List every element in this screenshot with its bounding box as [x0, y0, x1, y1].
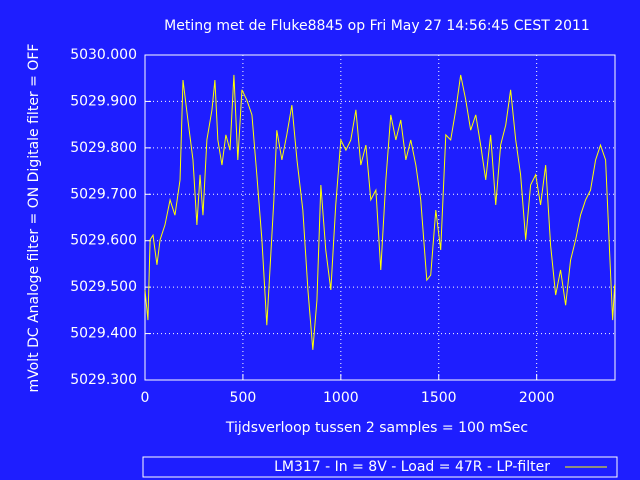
y-tick-label: 5029.700: [70, 186, 137, 202]
data-line: [144, 74, 616, 350]
legend-box: [142, 456, 618, 478]
y-tick-label: 5029.500: [70, 279, 137, 295]
x-tick-label: 500: [230, 390, 257, 406]
x-tick-label: 0: [141, 390, 150, 406]
y-tick-label: 5029.400: [70, 326, 137, 342]
y-tick-label: 5029.800: [70, 140, 137, 156]
x-tick-label: 2000: [519, 390, 555, 406]
y-tick-label: 5029.300: [70, 372, 137, 388]
chart-title: Meting met de Fluke8845 op Fri May 27 14…: [164, 18, 590, 34]
y-tick-label: 5030.000: [70, 47, 137, 63]
x-tick-label: 1500: [421, 390, 457, 406]
x-tick-label: 1000: [323, 390, 359, 406]
y-axis-label: mVolt DC Analoge filter = ON Digitale fi…: [26, 44, 42, 393]
plot-border: [144, 54, 616, 381]
y-tick-label: 5029.600: [70, 233, 137, 249]
x-axis-label: Tijdsverloop tussen 2 samples = 100 mSec: [225, 420, 528, 436]
y-tick-label: 5029.900: [70, 93, 137, 109]
legend-label: LM317 - In = 8V - Load = 47R - LP-filter: [274, 459, 550, 475]
